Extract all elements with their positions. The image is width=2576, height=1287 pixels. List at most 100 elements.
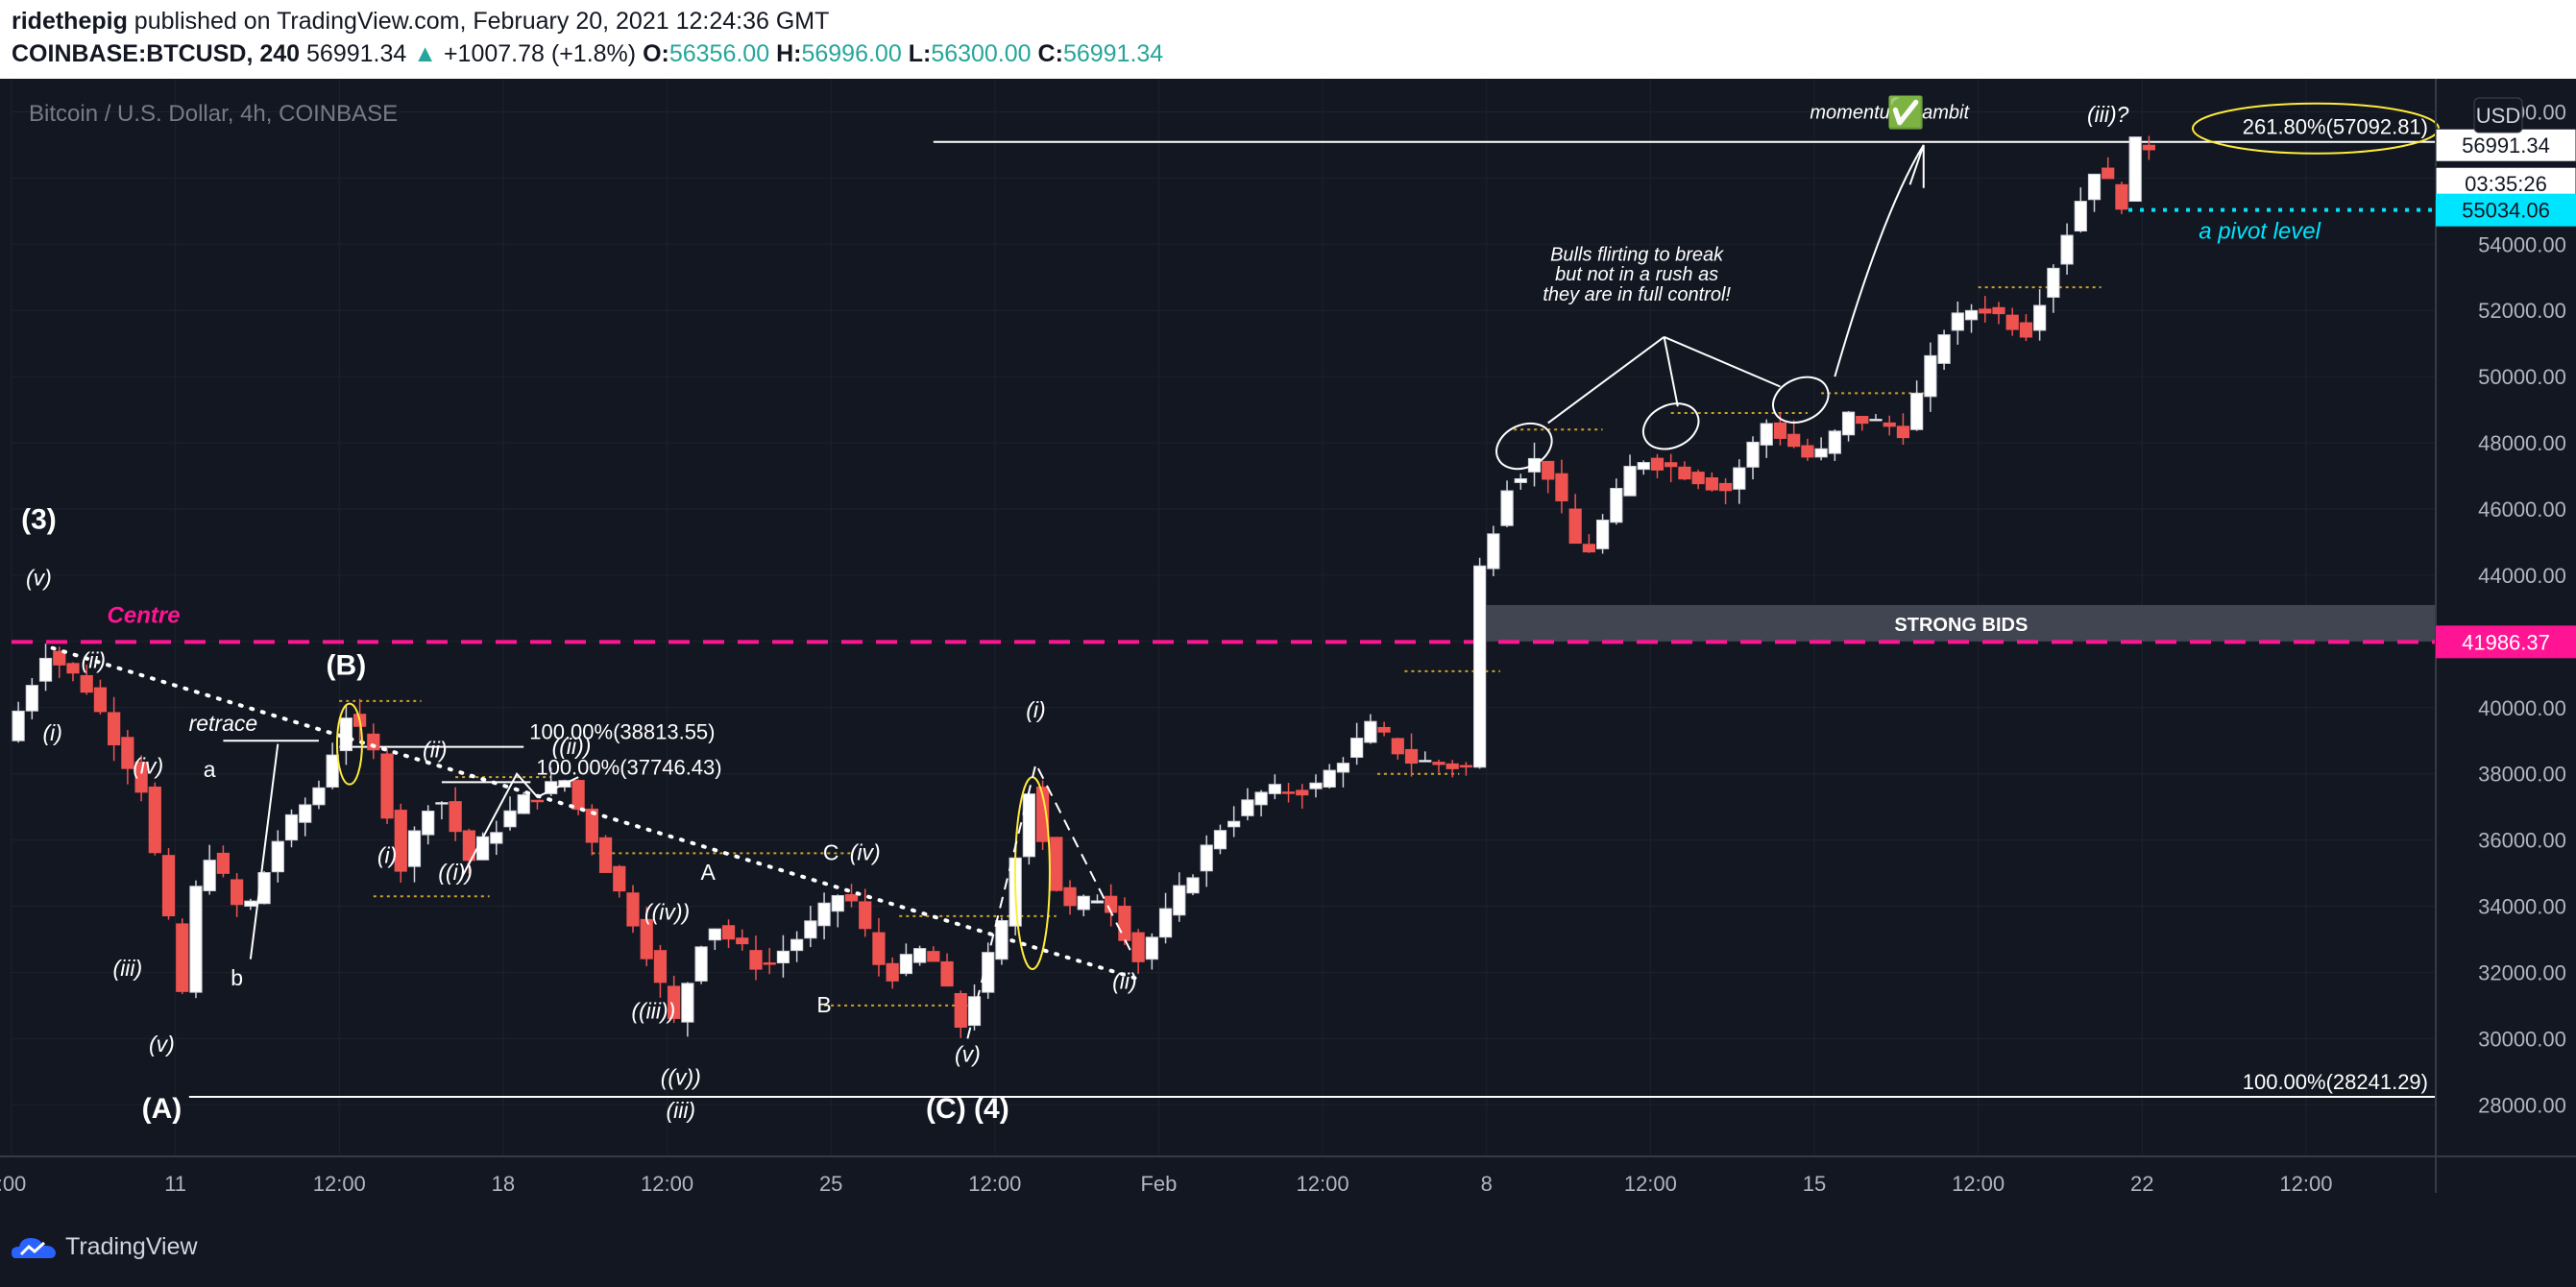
candle-body: [394, 810, 407, 872]
candle-body: [1309, 782, 1323, 789]
candle-body: [1377, 726, 1391, 733]
time-tick-label: 22: [2130, 1172, 2153, 1196]
price-tick-label: 44000.00: [2478, 564, 2566, 588]
low-value: 56300.00: [931, 40, 1032, 67]
wave-label: (iii)?: [2087, 102, 2129, 127]
price-tick-label: 54000.00: [2478, 232, 2566, 256]
wave-label: (iv): [133, 754, 163, 779]
candle-body: [2074, 201, 2087, 232]
wave-label: (ii): [1112, 969, 1137, 994]
candle-body: [1665, 462, 1678, 468]
candle-body: [694, 946, 708, 982]
candle-body: [216, 852, 231, 874]
candle-body: [1419, 760, 1432, 763]
price-tick-label: 34000.00: [2478, 895, 2566, 919]
last-price: 56991.34: [306, 40, 407, 67]
candle-body: [449, 801, 462, 833]
candle-body: [530, 799, 545, 803]
candle-body: [1801, 445, 1814, 458]
candle-body: [284, 813, 299, 841]
wave-label: (iii): [113, 956, 143, 981]
pivot-label: a pivot level: [2199, 219, 2321, 245]
candle-body: [326, 754, 339, 788]
candle-body: [913, 948, 927, 963]
candle-body: [1213, 830, 1227, 850]
price-tick-label: 48000.00: [2478, 431, 2566, 455]
time-tick-label: 25: [819, 1172, 842, 1196]
candle-body: [1964, 309, 1979, 321]
candle-body: [2115, 183, 2128, 210]
candle-body: [2102, 167, 2115, 180]
price-axis[interactable]: 28000.00 30000.00 32000.00 34000.00 36000.00…: [2435, 79, 2576, 1193]
candle-body: [1050, 837, 1063, 891]
wave-label: A: [701, 860, 717, 885]
wave-label: ((ii)): [552, 734, 592, 759]
symbol-label[interactable]: COINBASE:BTCUSD, 240: [12, 40, 301, 67]
price-chart[interactable]: STRONG BIDS Centre a pivot level 261.80%(5…: [0, 79, 2576, 1220]
candle-body: [708, 928, 721, 941]
candle-body: [1869, 419, 1883, 422]
price-tick-label: 38000.00: [2478, 763, 2566, 787]
candle-body: [1296, 789, 1309, 796]
candle-body: [1760, 423, 1773, 446]
candle-body: [995, 920, 1009, 960]
momentum-arrow-head: [1908, 144, 1925, 188]
fib-level-label: 100.00%(28241.29): [2243, 1070, 2428, 1094]
wave-label: (B): [327, 649, 367, 681]
countdown-tag: 03:35:26: [2465, 172, 2547, 196]
grid-lines: [11, 79, 2436, 1154]
time-axis[interactable]: :00 11 12:00 18 12:00 25 12:00 Feb 12:00 8 12:00 15…: [0, 1155, 2576, 1196]
time-tick-label: 12:00: [313, 1172, 366, 1196]
candle-body: [721, 925, 736, 940]
tradingview-logo[interactable]: TradingView: [12, 1233, 198, 1261]
candle-body: [1336, 763, 1350, 773]
candle-body: [1896, 425, 1910, 439]
wave-label: but not in a rush as: [1555, 264, 1718, 285]
brand-name: TradingView: [65, 1233, 198, 1260]
candle-body: [1158, 908, 1173, 938]
wave-label: (v): [149, 1032, 175, 1056]
candle-body: [1542, 460, 1555, 480]
candle-body: [1650, 457, 1665, 471]
candle-body: [668, 985, 681, 1019]
close-value: 56991.34: [1062, 40, 1164, 67]
candle-body: [1610, 487, 1623, 523]
candle-body: [831, 895, 844, 912]
currency-label: USD: [2476, 104, 2520, 128]
candle-body: [1992, 306, 2005, 315]
candle-body: [1746, 441, 1760, 468]
candle-body: [1090, 900, 1105, 904]
candle-body: [886, 962, 899, 982]
candle-body: [1691, 472, 1705, 485]
fib-level-label: 261.80%(57092.81): [2243, 115, 2428, 139]
retrace-line: [223, 740, 319, 959]
wave-label: (i): [42, 720, 61, 745]
fib-level-label: 100.00%(37746.43): [536, 755, 721, 779]
candle-body: [231, 879, 244, 906]
author-name[interactable]: ridethepig: [12, 8, 128, 35]
candle-body: [1500, 490, 1514, 526]
candle-body: [2128, 136, 2142, 203]
currency-button[interactable]: USD: [2473, 97, 2523, 134]
candle-body: [93, 687, 108, 713]
time-tick-label: 12:00: [1952, 1172, 2005, 1196]
wave-label: (i): [377, 843, 397, 868]
candle-body: [598, 837, 613, 873]
pointer-lines: [1547, 335, 1781, 425]
candle-body: [749, 950, 763, 970]
candle-body: [1828, 430, 1841, 454]
candle-body: [1254, 791, 1268, 806]
candle-body: [1118, 906, 1131, 941]
candle-body: [585, 808, 598, 843]
candle-body: [1718, 482, 1733, 492]
candle-body: [475, 836, 490, 861]
low-key: L:: [908, 40, 932, 67]
chart-background: [0, 79, 2576, 1220]
publish-line: ridethepig published on TradingView.com,…: [12, 8, 829, 36]
price-tick-label: 52000.00: [2478, 299, 2566, 323]
wave-label: Bulls flirting to break: [1550, 245, 1724, 266]
impulse-path: [966, 761, 1132, 1039]
wave-label: (v): [26, 565, 52, 590]
white-ellipse: [1772, 376, 1830, 424]
candle-body: [1432, 762, 1446, 765]
